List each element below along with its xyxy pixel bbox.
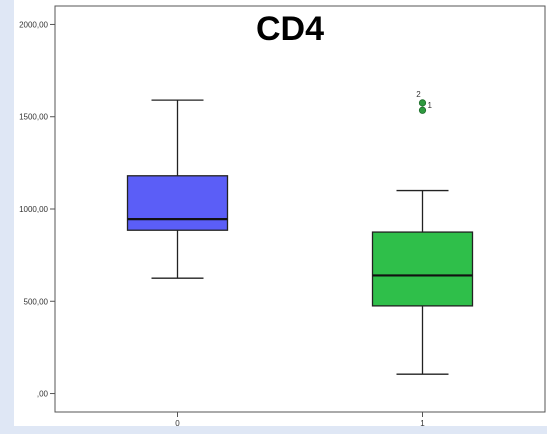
y-tick-label: 1500,00 (19, 113, 48, 122)
outlier-point (418, 106, 427, 114)
y-tick-label: 500,00 (24, 297, 49, 306)
left-border-band (0, 0, 14, 434)
y-tick-label: 1000,00 (19, 205, 48, 214)
box-iqr (126, 175, 229, 231)
box-iqr (371, 231, 474, 307)
y-tick-label: ,00 (37, 390, 49, 399)
outlier-point (418, 99, 427, 107)
bottom-border-band (0, 426, 547, 434)
y-tick-label: 2000,00 (19, 20, 48, 29)
x-tick-label: 1 (420, 419, 425, 428)
outlier-label: 1 (428, 101, 433, 110)
chart-title: CD4 (256, 10, 324, 48)
x-tick-label: 0 (175, 419, 180, 428)
outlier-label: 2 (416, 90, 421, 99)
